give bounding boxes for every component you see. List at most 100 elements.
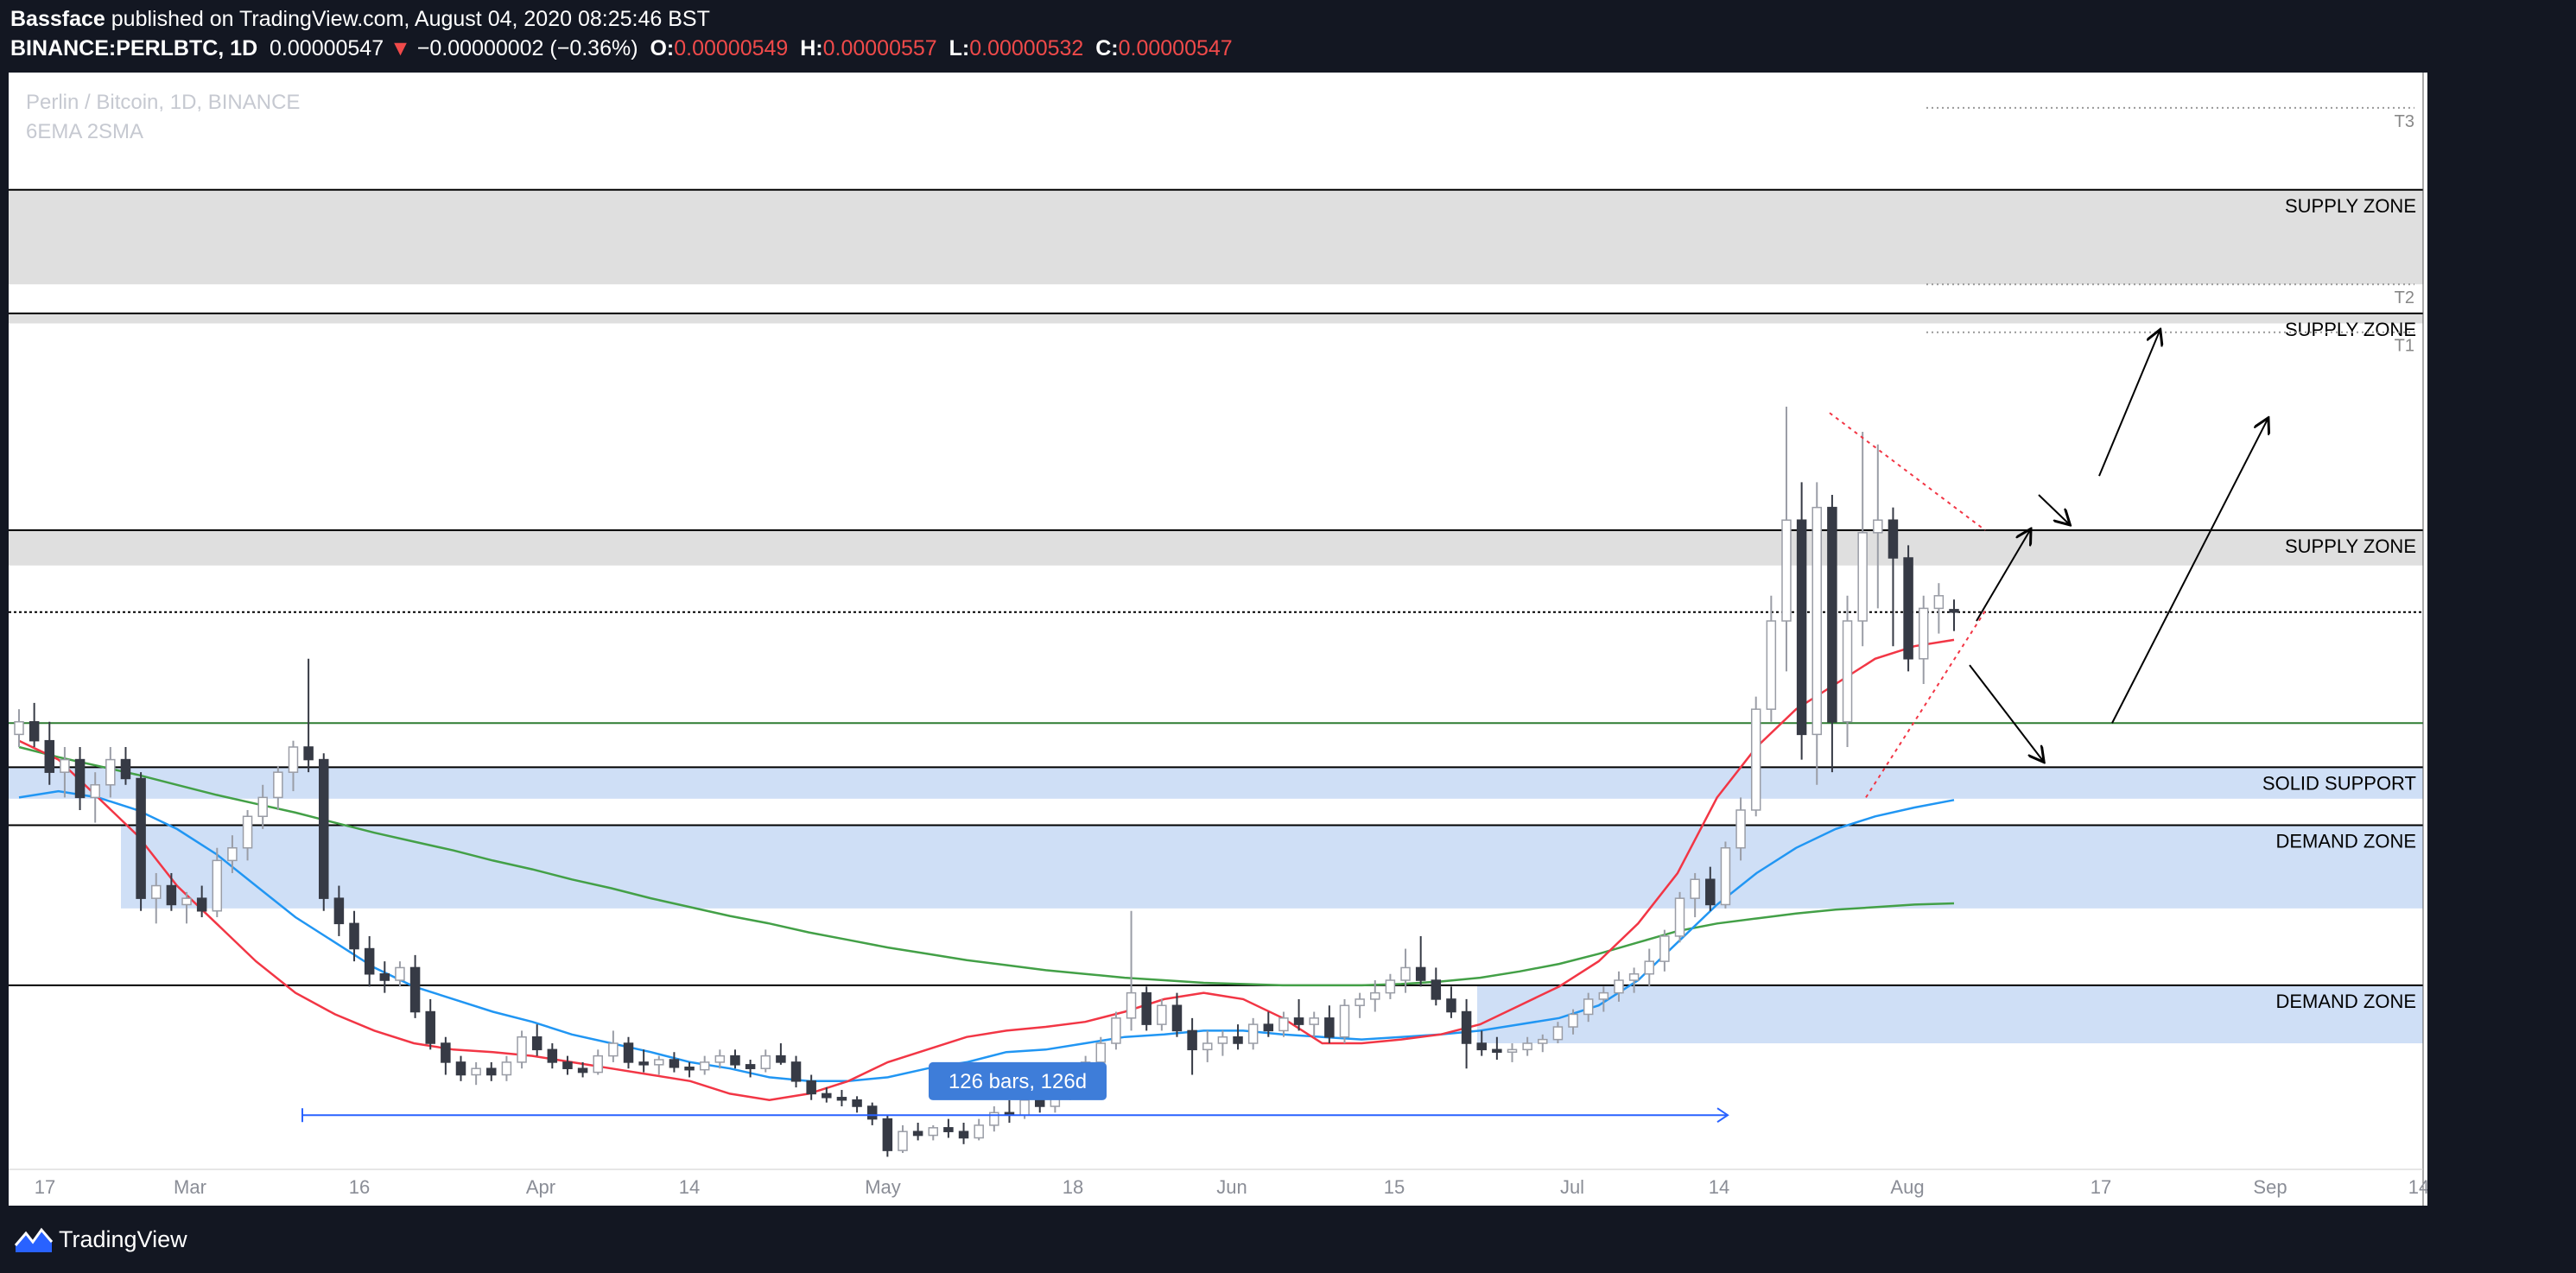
candle-body[interactable]: [227, 847, 238, 862]
candle-body[interactable]: [1552, 1026, 1564, 1041]
projection-arrow[interactable]: [1969, 664, 2043, 761]
candle-body[interactable]: [1157, 1004, 1167, 1025]
candle-body[interactable]: [1720, 847, 1731, 906]
candle-body[interactable]: [852, 1099, 862, 1107]
candle-body[interactable]: [1217, 1036, 1228, 1044]
candle-body[interactable]: [1293, 1017, 1304, 1025]
candle-body[interactable]: [898, 1130, 908, 1151]
candle-body[interactable]: [1659, 935, 1670, 962]
candle-body[interactable]: [547, 1048, 558, 1063]
candle-body[interactable]: [1385, 979, 1396, 994]
candle-body[interactable]: [669, 1059, 680, 1068]
candle-body[interactable]: [1522, 1042, 1532, 1051]
chart-panel[interactable]: SUPPLY ZONE SUPPLY ZONE SUPPLY ZONE SOLID S…: [9, 73, 2427, 1206]
candle-body[interactable]: [822, 1092, 832, 1099]
candle-body[interactable]: [1187, 1029, 1197, 1051]
publisher-name[interactable]: Bassface: [10, 7, 105, 31]
candle-body[interactable]: [1690, 878, 1700, 899]
candle-body[interactable]: [90, 784, 100, 799]
candle-body[interactable]: [1431, 979, 1442, 1000]
candle-body[interactable]: [1370, 991, 1380, 1000]
candle-body[interactable]: [1141, 991, 1152, 1025]
candle-body[interactable]: [1034, 1099, 1045, 1107]
candle-body[interactable]: [1538, 1038, 1548, 1044]
candle-body[interactable]: [1766, 620, 1777, 710]
projection-arrow[interactable]: [2098, 331, 2160, 477]
candle-body[interactable]: [654, 1059, 664, 1066]
candle-body[interactable]: [501, 1061, 512, 1076]
candle-body[interactable]: [623, 1042, 634, 1063]
candle-body[interactable]: [699, 1061, 710, 1071]
candle-body[interactable]: [806, 1080, 816, 1095]
triangle-lower-line[interactable]: [1865, 607, 1988, 798]
drawings[interactable]: 126 bars, 126d: [301, 331, 2268, 1124]
candle-body[interactable]: [319, 758, 329, 899]
candle-body[interactable]: [60, 758, 70, 773]
candle-body[interactable]: [531, 1036, 542, 1051]
candle-body[interactable]: [943, 1127, 954, 1132]
candle-body[interactable]: [1796, 519, 1807, 736]
candle-body[interactable]: [1842, 620, 1853, 723]
candle-body[interactable]: [958, 1130, 969, 1139]
candle-body[interactable]: [196, 897, 207, 912]
candle-body[interactable]: [1324, 1017, 1335, 1038]
candle-body[interactable]: [912, 1130, 923, 1137]
time-axis[interactable]: 17 Mar 16 Apr 14 May 18 Jun 15 Jul 14 Aug 17 Sep 14: [9, 1168, 2427, 1198]
candle-body[interactable]: [1492, 1048, 1502, 1053]
candle-body[interactable]: [684, 1067, 695, 1071]
candle-body[interactable]: [1415, 966, 1426, 981]
candle-body[interactable]: [288, 746, 299, 773]
candle-body[interactable]: [577, 1067, 588, 1074]
candle-body[interactable]: [166, 884, 177, 906]
candle-body[interactable]: [395, 966, 405, 981]
projection-arrow[interactable]: [2038, 494, 2069, 524]
candle-body[interactable]: [364, 947, 375, 975]
candle-body[interactable]: [379, 972, 390, 981]
candle-body[interactable]: [1614, 979, 1624, 994]
candle-body[interactable]: [1202, 1042, 1213, 1051]
projection-arrow[interactable]: [1976, 530, 2030, 622]
candle-body[interactable]: [790, 1061, 802, 1082]
candle-body[interactable]: [1888, 519, 1899, 559]
candle-body[interactable]: [120, 758, 131, 780]
tradingview-logo-icon[interactable]: [14, 1223, 54, 1254]
candle-body[interactable]: [1949, 609, 1959, 613]
candle-body[interactable]: [1309, 1017, 1319, 1025]
candle-body[interactable]: [212, 859, 223, 912]
candle-body[interactable]: [1827, 506, 1837, 723]
candle-body[interactable]: [486, 1067, 497, 1076]
candle-body[interactable]: [136, 777, 146, 899]
candle-body[interactable]: [745, 1064, 756, 1069]
candle-body[interactable]: [608, 1042, 619, 1057]
candle-body[interactable]: [1735, 809, 1746, 849]
candle-body[interactable]: [1476, 1042, 1487, 1051]
measure-label-box[interactable]: [929, 1061, 1107, 1100]
tradingview-brand[interactable]: TradingView: [59, 1226, 187, 1252]
candle-body[interactable]: [455, 1061, 466, 1076]
candle-body[interactable]: [425, 1010, 435, 1044]
candle-body[interactable]: [776, 1054, 786, 1063]
candle-body[interactable]: [1507, 1048, 1518, 1053]
candle-body[interactable]: [714, 1054, 726, 1063]
candle-body[interactable]: [1873, 519, 1883, 534]
candle-body[interactable]: [1171, 1004, 1183, 1032]
candles[interactable]: [14, 406, 1959, 1157]
candle-body[interactable]: [1247, 1023, 1259, 1044]
candle-body[interactable]: [638, 1061, 649, 1066]
candle-body[interactable]: [1933, 595, 1945, 610]
candle-body[interactable]: [989, 1112, 999, 1126]
candle-body[interactable]: [409, 966, 421, 1013]
candle-body[interactable]: [866, 1105, 878, 1120]
candle-body[interactable]: [1903, 557, 1913, 660]
candle-body[interactable]: [1598, 991, 1609, 1000]
candle-body[interactable]: [1628, 972, 1640, 981]
candle-body[interactable]: [242, 815, 253, 849]
candle-body[interactable]: [44, 739, 55, 773]
candle-body[interactable]: [562, 1061, 573, 1069]
candle-body[interactable]: [1857, 532, 1868, 622]
candle-body[interactable]: [1019, 1099, 1030, 1116]
candle-body[interactable]: [1811, 506, 1823, 736]
candle-body[interactable]: [1233, 1036, 1243, 1044]
candle-body[interactable]: [105, 758, 116, 786]
candle-body[interactable]: [1568, 1013, 1578, 1028]
